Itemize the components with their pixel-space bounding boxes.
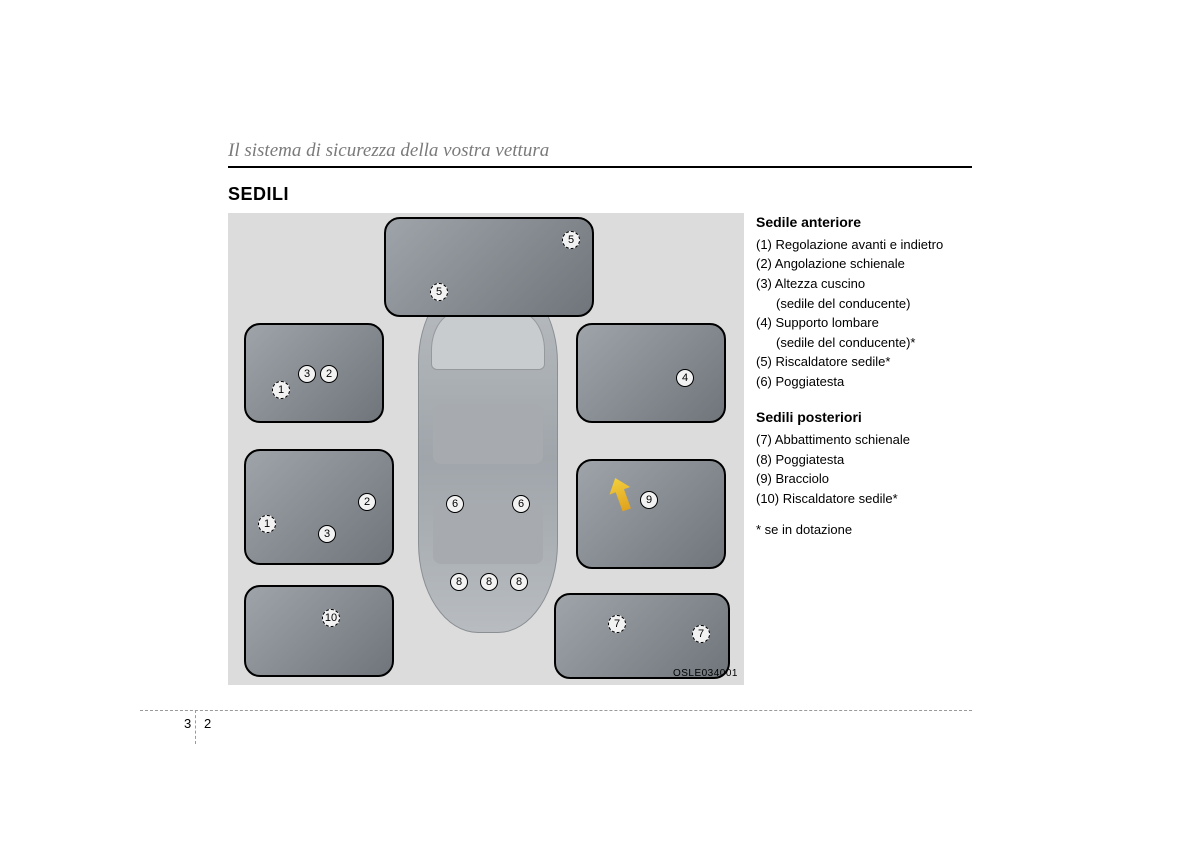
legend-num: (9) <box>756 471 772 486</box>
callout-2: 2 <box>320 365 338 383</box>
legend-item: (6) Poggiatesta <box>756 373 972 391</box>
legend-num: (6) <box>756 374 772 389</box>
page-number-box: 3 2 <box>195 710 196 744</box>
legend-item: (4) Supporto lombare <box>756 314 972 332</box>
callout-3: 3 <box>298 365 316 383</box>
front-seat-heading: Sedile anteriore <box>756 213 972 232</box>
legend-item: (1) Regolazione avanti e indietro <box>756 236 972 254</box>
callout-7: 7 <box>608 615 626 633</box>
callout-2: 2 <box>358 493 376 511</box>
diagram-image-code: OSLE034001 <box>673 668 738 679</box>
legend-text: Supporto lombare <box>776 315 879 330</box>
rear-seat-row <box>433 504 543 564</box>
legend-item: (7) Abbattimento schienale <box>756 431 972 449</box>
front-seat-row <box>433 404 543 464</box>
legend-num: (8) <box>756 452 772 467</box>
callout-8: 8 <box>510 573 528 591</box>
legend-text: Riscaldatore sedile* <box>783 491 898 506</box>
page-footer: 3 2 <box>140 710 972 711</box>
legend-text: Altezza cuscino <box>775 276 865 291</box>
callout-7: 7 <box>692 625 710 643</box>
detail-center-console <box>384 217 594 317</box>
legend-item: (2) Angolazione schienale <box>756 255 972 273</box>
legend-text: Abbattimento schienale <box>775 432 910 447</box>
detail-rear-heater <box>244 585 394 677</box>
callout-3: 3 <box>318 525 336 543</box>
legend-text: Poggiatesta <box>776 374 845 389</box>
footnote: * se in dotazione <box>756 521 972 539</box>
legend-text: Poggiatesta <box>776 452 845 467</box>
legend-text: Riscaldatore sedile* <box>776 354 891 369</box>
callout-6: 6 <box>446 495 464 513</box>
page-number: 2 <box>200 712 211 731</box>
detail-armrest <box>576 459 726 569</box>
legend-subtext: (sedile del conducente) <box>756 295 972 313</box>
callout-5: 5 <box>562 231 580 249</box>
legend-text: Bracciolo <box>776 471 829 486</box>
legend-text: Regolazione avanti e indietro <box>776 237 944 252</box>
legend-num: (5) <box>756 354 772 369</box>
legend-num: (4) <box>756 315 772 330</box>
legend-column: Sedile anteriore (1) Regolazione avanti … <box>756 213 972 539</box>
chapter-title: Il sistema di sicurezza della vostra vet… <box>228 140 972 168</box>
chapter-number: 3 <box>184 712 195 731</box>
seat-diagram: 5 5 1 3 2 1 2 3 10 4 9 6 6 8 8 8 7 <box>228 213 744 685</box>
detail-lumbar <box>576 323 726 423</box>
callout-4: 4 <box>676 369 694 387</box>
callout-9: 9 <box>640 491 658 509</box>
callout-5: 5 <box>430 283 448 301</box>
content-row: 5 5 1 3 2 1 2 3 10 4 9 6 6 8 8 8 7 <box>228 213 972 685</box>
callout-1: 1 <box>272 381 290 399</box>
legend-num: (10) <box>756 491 779 506</box>
callout-10: 10 <box>322 609 340 627</box>
section-title: SEDILI <box>228 184 972 205</box>
legend-num: (7) <box>756 432 772 447</box>
legend-item: (9) Bracciolo <box>756 470 972 488</box>
legend-num: (3) <box>756 276 772 291</box>
legend-item: (8) Poggiatesta <box>756 451 972 469</box>
legend-num: (2) <box>756 256 772 271</box>
legend-text: Angolazione schienale <box>775 256 905 271</box>
callout-6: 6 <box>512 495 530 513</box>
rear-seat-heading: Sedili posteriori <box>756 408 972 427</box>
callout-8: 8 <box>480 573 498 591</box>
legend-item: (3) Altezza cuscino <box>756 275 972 293</box>
legend-item: (5) Riscaldatore sedile* <box>756 353 972 371</box>
page-content: Il sistema di sicurezza della vostra vet… <box>228 140 972 685</box>
car-windshield <box>431 310 545 370</box>
callout-1: 1 <box>258 515 276 533</box>
legend-num: (1) <box>756 237 772 252</box>
legend-subtext: (sedile del conducente)* <box>756 334 972 352</box>
legend-item: (10) Riscaldatore sedile* <box>756 490 972 508</box>
callout-8: 8 <box>450 573 468 591</box>
